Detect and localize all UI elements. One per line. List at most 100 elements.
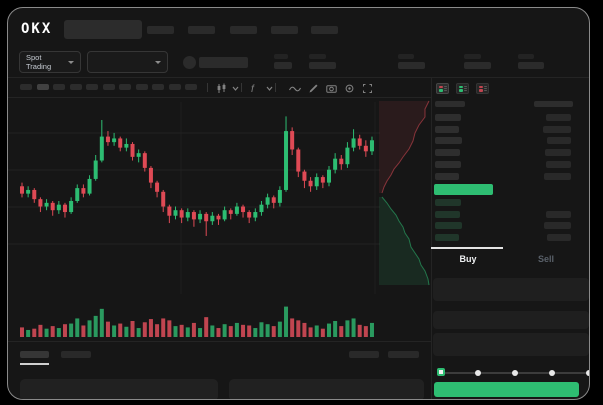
ask-row-amount[interactable] — [543, 125, 571, 133]
nav-item-placeholder[interactable] — [311, 26, 338, 34]
chevron-down-icon[interactable] — [229, 82, 241, 94]
chevron-down-icon — [68, 60, 74, 64]
ask-row-amount[interactable] — [547, 137, 571, 145]
buy-button[interactable] — [434, 382, 579, 397]
bid-row-amount[interactable] — [544, 222, 571, 230]
volume-bar — [327, 323, 331, 337]
book-bids-icon[interactable] — [456, 83, 469, 94]
timeframe-button[interactable] — [20, 84, 32, 90]
gear-icon[interactable] — [343, 82, 355, 94]
expand-icon[interactable] — [361, 82, 373, 94]
bid-row-amount[interactable] — [547, 233, 571, 241]
ask-row-price[interactable] — [435, 125, 459, 133]
bottom-tab-placeholder[interactable] — [20, 351, 49, 358]
chevron-down-icon — [155, 60, 161, 64]
timeframe-button[interactable] — [168, 84, 181, 90]
market-type-select[interactable]: Spot Trading — [19, 51, 81, 73]
stat-label-placeholder — [398, 54, 414, 59]
pencil-icon[interactable] — [307, 82, 319, 94]
candle-body — [38, 199, 43, 207]
ask-row-amount[interactable] — [546, 114, 571, 121]
timeframe-button[interactable] — [36, 84, 49, 90]
bid-row-price[interactable] — [435, 199, 461, 206]
candle-body — [351, 138, 356, 148]
candle-body — [204, 213, 209, 222]
pair-select[interactable] — [87, 51, 168, 73]
nav-item-placeholder[interactable] — [230, 26, 257, 34]
bid-row-amount[interactable] — [546, 210, 571, 218]
candle-body — [112, 138, 117, 143]
ask-row-price[interactable] — [435, 149, 460, 157]
nav-item-placeholder[interactable] — [147, 26, 174, 34]
candle-body — [314, 177, 319, 187]
volume-bar — [351, 318, 356, 337]
slider-stop-dot[interactable] — [586, 370, 589, 376]
timeframe-button[interactable] — [152, 84, 164, 90]
candle-body — [99, 136, 104, 161]
slider-stop-dot[interactable] — [549, 370, 555, 376]
bid-row-price[interactable] — [435, 210, 460, 218]
slider-stop-dot[interactable] — [475, 370, 481, 376]
ask-row-amount[interactable] — [544, 172, 571, 180]
last-price-highlight[interactable] — [434, 184, 493, 195]
tab-sell[interactable]: Sell — [537, 254, 554, 264]
bid-row-price[interactable] — [435, 233, 459, 241]
ask-row-price[interactable] — [435, 160, 461, 168]
search-input[interactable] — [64, 20, 142, 39]
volume-bar — [136, 328, 141, 337]
candle-body — [191, 212, 196, 220]
book-asks-icon[interactable] — [476, 83, 489, 94]
stat-value-placeholder — [398, 62, 425, 69]
toolbar-separator — [241, 83, 242, 92]
candle-body — [308, 180, 313, 187]
slider-stop-dot[interactable] — [512, 370, 518, 376]
nav-item-placeholder[interactable] — [188, 26, 215, 34]
candle-body — [87, 178, 92, 194]
candle-body — [265, 197, 270, 205]
chevron-down-icon[interactable] — [263, 82, 275, 94]
volume-bar — [179, 324, 184, 337]
timeframe-button[interactable] — [69, 84, 82, 90]
volume-bar — [38, 324, 43, 337]
bid-row-price[interactable] — [435, 222, 462, 230]
wave-icon[interactable] — [289, 82, 301, 94]
timeframe-button[interactable] — [119, 84, 131, 90]
market-type-label: Spot Trading — [26, 53, 52, 71]
stat-value-placeholder — [274, 62, 292, 69]
candle-body — [56, 204, 61, 211]
timeframe-button[interactable] — [102, 84, 115, 90]
candle-body — [93, 160, 98, 179]
volume-bar — [32, 328, 37, 337]
ask-row-price[interactable] — [435, 172, 459, 180]
okx-logo[interactable]: OKX — [21, 21, 53, 37]
candle-body — [185, 212, 190, 218]
volume-bar — [222, 324, 227, 337]
timeframe-button[interactable] — [86, 84, 98, 90]
bottom-right-placeholder[interactable] — [349, 351, 379, 358]
ask-row-price[interactable] — [435, 114, 461, 121]
ask-row-price[interactable] — [435, 137, 462, 145]
trade-input-field[interactable] — [433, 311, 589, 329]
book-both-icon[interactable] — [436, 83, 449, 94]
volume-bar — [142, 322, 147, 337]
bottom-right-placeholder[interactable] — [388, 351, 419, 358]
bottom-tab-placeholder[interactable] — [61, 351, 91, 358]
candle-body — [259, 204, 264, 213]
ask-row-amount[interactable] — [546, 160, 571, 168]
volume-bar — [314, 325, 319, 337]
trade-input-field[interactable] — [433, 278, 589, 301]
tab-buy[interactable]: Buy — [459, 254, 477, 264]
nav-item-placeholder[interactable] — [271, 26, 298, 34]
slider-handle-active[interactable] — [437, 368, 445, 376]
timeframe-button[interactable] — [185, 84, 197, 90]
ask-row-amount[interactable] — [545, 149, 571, 157]
bottom-panel — [20, 379, 218, 399]
volume-bar — [308, 327, 313, 337]
timeframe-button[interactable] — [135, 84, 148, 90]
camera-icon[interactable] — [325, 82, 337, 94]
timeframe-button[interactable] — [53, 84, 65, 90]
indicators-icon[interactable]: f — [249, 82, 261, 94]
volume-bar — [99, 308, 104, 337]
trade-input-field[interactable] — [433, 333, 589, 356]
candle-style-icon[interactable] — [215, 82, 227, 94]
